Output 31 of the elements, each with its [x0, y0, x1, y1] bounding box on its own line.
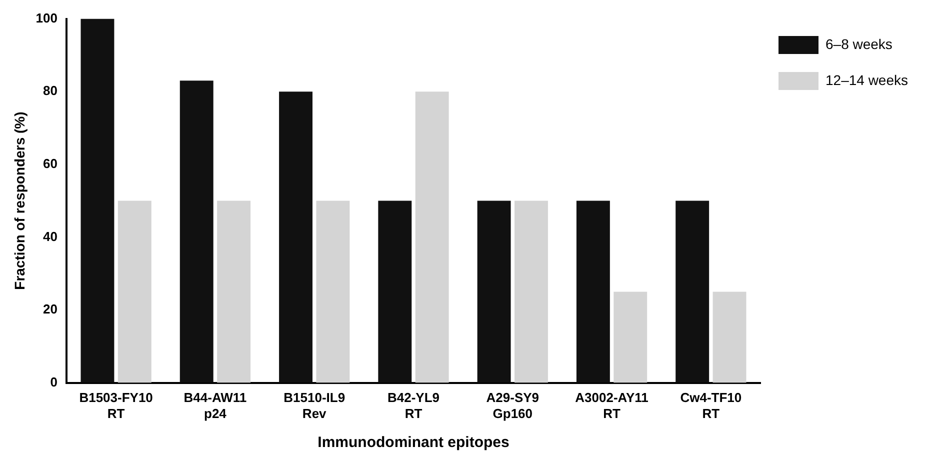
x-tick-label: Cw4-TF10 RT: [680, 390, 742, 421]
x-tick-label: A3002-AY11 RT: [575, 390, 648, 421]
bar: [676, 200, 710, 383]
legend-label: 6–8 weeks: [825, 36, 892, 52]
bar: [477, 200, 511, 383]
y-axis-title: Fraction of responders (%): [11, 112, 28, 290]
y-tick-label: 40: [43, 228, 58, 244]
bar: [279, 92, 312, 383]
bar: [576, 200, 610, 383]
x-tick-label: B1503-FY10 RT: [79, 390, 153, 421]
y-tick-label: 60: [43, 156, 58, 171]
bar: [614, 292, 648, 383]
x-tick-label: B44-AW11 p24: [184, 390, 247, 421]
y-tick-label: 20: [43, 302, 58, 317]
bar: [80, 18, 114, 383]
bar: [118, 200, 152, 383]
bar: [712, 292, 746, 383]
y-tick-label: 80: [43, 83, 58, 98]
legend-label: 12–14 weeks: [825, 72, 908, 88]
bar: [217, 200, 251, 383]
x-tick-label: A29-SY9 Gp160: [486, 390, 540, 421]
bar: [378, 200, 412, 383]
y-tick-label: 100: [36, 10, 58, 26]
bar: [316, 200, 350, 383]
x-tick-label: B42-YL9 RT: [387, 390, 440, 421]
x-axis-title: Immunodominant epitopes: [318, 434, 510, 452]
bar: [415, 92, 449, 383]
bar: [514, 200, 548, 383]
bar: [180, 80, 214, 383]
y-tick-label: 0: [50, 374, 58, 390]
x-tick-label: B1510-IL9 Rev: [284, 390, 346, 421]
